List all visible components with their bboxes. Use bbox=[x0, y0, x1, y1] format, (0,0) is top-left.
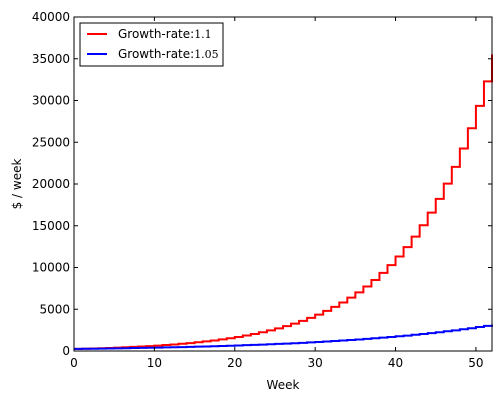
y-tick-label: 10000 bbox=[32, 261, 70, 275]
series-line-1 bbox=[74, 324, 493, 350]
legend: Growth-rate:1.1 Growth-rate:1.05 bbox=[79, 22, 224, 67]
series-line-0 bbox=[74, 54, 493, 350]
y-tick-label: 15000 bbox=[32, 219, 70, 233]
y-tick-label: 0 bbox=[62, 344, 70, 358]
x-tick-label: 40 bbox=[388, 356, 403, 370]
legend-label-growth-1-05: Growth-rate:1.05 bbox=[118, 47, 219, 61]
ticks-layer: 0 10 20 30 40 50 0 5000 10000 15000 20000 25000 3000… bbox=[32, 10, 492, 370]
legend-rate-growth-1-05: 1.05 bbox=[194, 48, 219, 61]
legend-name-growth-1-1: Growth-rate: bbox=[118, 27, 194, 41]
legend-rate-growth-1-1: 1.1 bbox=[194, 28, 212, 41]
y-tick-label: 20000 bbox=[32, 177, 70, 191]
y-tick-label: 35000 bbox=[32, 52, 70, 66]
x-tick-label: 20 bbox=[227, 356, 242, 370]
legend-name-growth-1-05: Growth-rate: bbox=[118, 47, 194, 61]
x-axis-label: Week bbox=[267, 378, 300, 392]
y-tick-label: 30000 bbox=[32, 94, 70, 108]
legend-box bbox=[79, 22, 224, 67]
x-tick-label: 50 bbox=[468, 356, 483, 370]
plot-background bbox=[74, 17, 492, 351]
series-layer bbox=[74, 54, 493, 350]
y-tick-label: 25000 bbox=[32, 135, 70, 149]
y-axis-label: $ / week bbox=[10, 159, 24, 210]
y-tick-label: 5000 bbox=[39, 302, 70, 316]
x-tick-label: 0 bbox=[70, 356, 78, 370]
y-tick-label: 40000 bbox=[32, 10, 70, 24]
legend-label-growth-1-1: Growth-rate:1.1 bbox=[118, 27, 212, 41]
x-tick-label: 10 bbox=[147, 356, 162, 370]
x-tick-label: 30 bbox=[308, 356, 323, 370]
